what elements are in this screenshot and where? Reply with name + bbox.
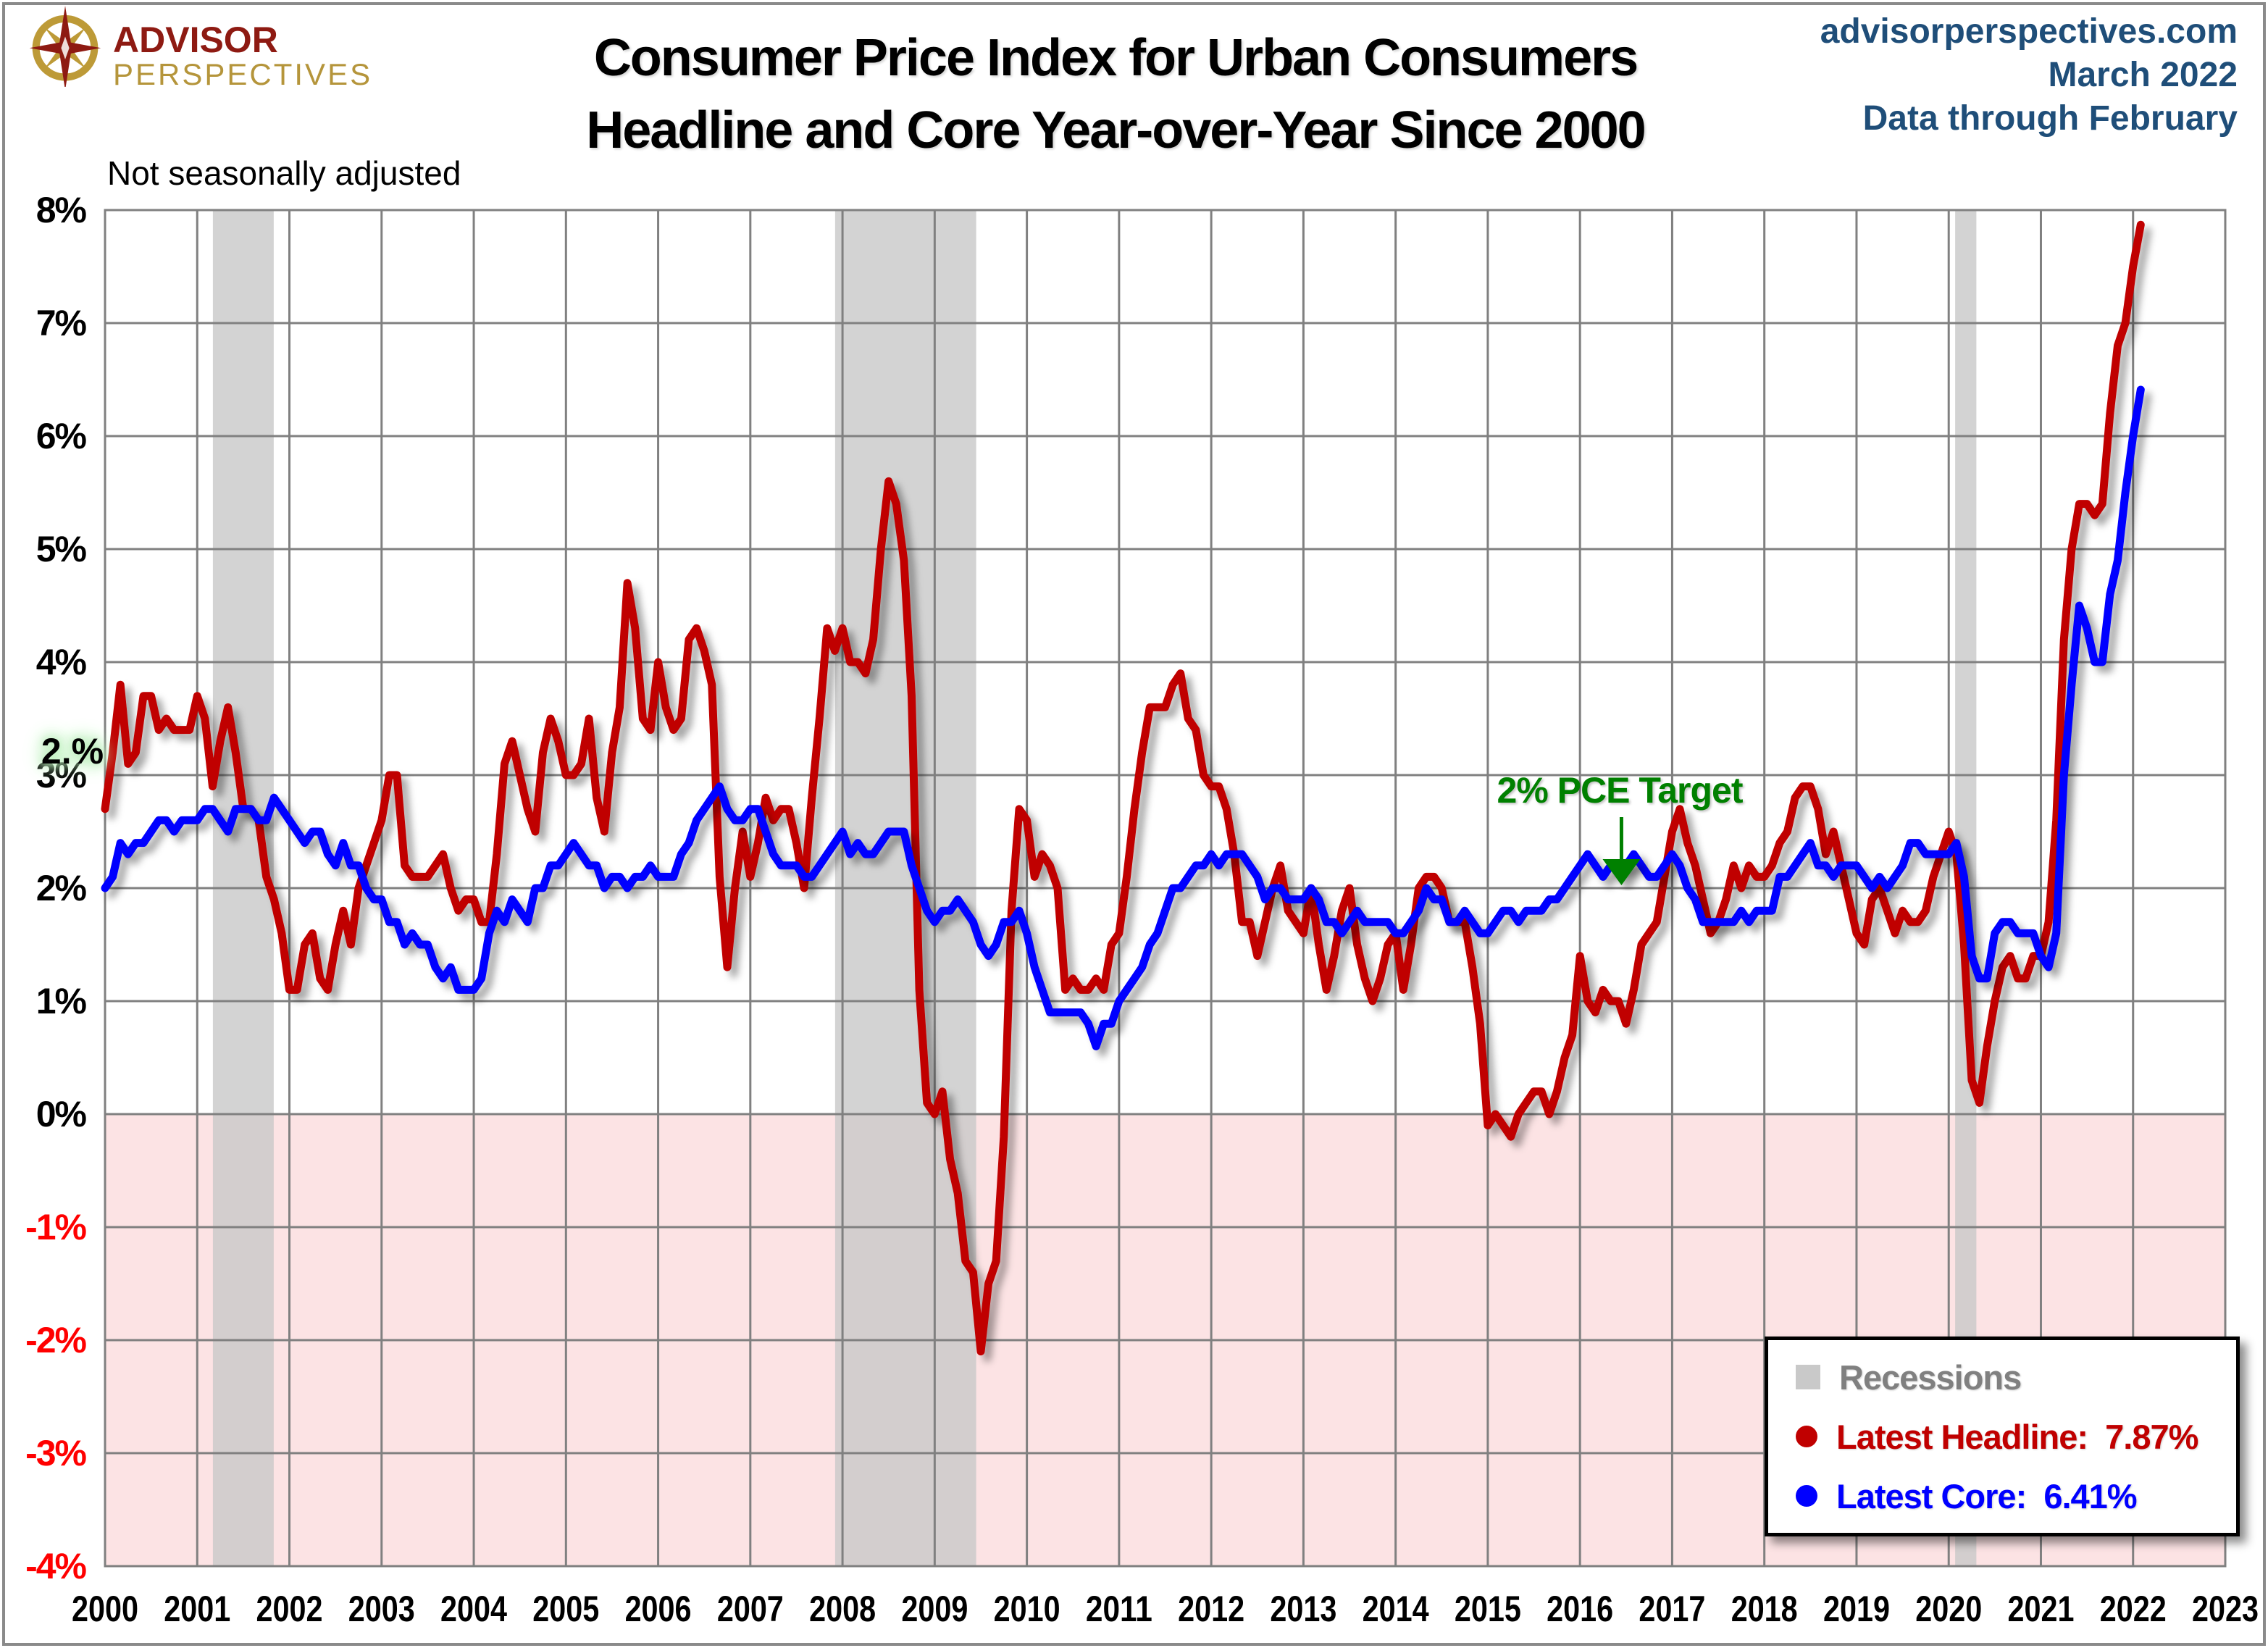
chart-title-line2: Headline and Core Year-over-Year Since 2… [586,101,1646,159]
legend-row-core: Latest Core: 6.41% [1796,1476,2236,1516]
y-tick-label: -2% [25,1320,86,1360]
pce-arrow-head-icon [1602,859,1641,885]
y-tick-label: 3% [36,755,87,795]
y-tick-label: 6% [36,416,87,456]
source-block: advisorperspectives.com March 2022 Data … [1820,10,2238,141]
x-tick-label: 2018 [1731,1589,1798,1629]
x-tick-label: 2008 [809,1589,876,1629]
compass-rose-icon [29,6,101,87]
source-site: advisorperspectives.com [1820,12,2238,51]
stray-green-highlight-label: 2.% [41,731,104,771]
y-tick-label: 7% [36,303,87,343]
y-tick-label: 4% [36,642,87,682]
x-tick-label: 2017 [1639,1589,1705,1629]
series-line-core [101,385,2145,1050]
x-tick-label: 2009 [901,1589,968,1629]
x-tick-label: 2020 [1915,1589,1982,1629]
chart-title: Consumer Price Index for Urban Consumers… [507,22,1724,167]
x-tick-label: 2001 [164,1589,230,1629]
headline-dot-icon [1796,1426,1817,1447]
legend-recessions-label: Recessions [1839,1358,2022,1397]
x-tick-label: 2022 [2100,1589,2167,1629]
legend-row-headline: Latest Headline: 7.87% [1796,1417,2236,1457]
y-tick-label: 0% [36,1094,87,1134]
y-tick-label: 1% [36,981,87,1021]
y-tick-label: -4% [25,1546,86,1586]
x-tick-label: 2016 [1547,1589,1613,1629]
x-tick-label: 2013 [1270,1589,1336,1629]
x-tick-label: 2021 [2007,1589,2074,1629]
x-tick-label: 2006 [625,1589,692,1629]
y-tick-label: 5% [36,529,87,569]
core-dot-icon [1796,1485,1817,1507]
x-tick-label: 2014 [1363,1589,1429,1629]
source-date: March 2022 [2048,56,2238,94]
y-tick-label: 2% [36,868,87,908]
x-tick-label: 2012 [1178,1589,1244,1629]
logo-wordmark-advisor: ADVISOR [113,20,278,60]
y-tick-label: -1% [25,1207,86,1247]
advisor-perspectives-logo: ADVISOR PERSPECTIVES [25,6,372,90]
legend-core-label: Latest Core: 6.41% [1836,1476,2138,1515]
chart-title-line1: Consumer Price Index for Urban Consumers [593,29,1639,87]
x-tick-label: 2004 [440,1589,507,1629]
x-tick-label: 2003 [348,1589,415,1629]
x-tick-label: 2010 [994,1589,1060,1629]
subtitle-not-seasonally-adjusted: Not seasonally adjusted [107,154,461,192]
x-tick-label: 2019 [1823,1589,1890,1629]
x-tick-label: 2000 [72,1589,138,1629]
source-through: Data through February [1862,99,2238,138]
x-tick-label: 2007 [717,1589,784,1629]
x-tick-label: 2015 [1455,1589,1521,1629]
logo-wordmark-perspectives: PERSPECTIVES [113,57,373,91]
y-tick-label: -3% [25,1433,86,1473]
pce-target-annotation: 2% PCE Target [1497,770,1744,811]
chart-legend: Recessions Latest Headline: 7.87% Latest… [1765,1337,2240,1536]
recession-swatch-icon [1796,1365,1820,1389]
x-tick-label: 2023 [2192,1589,2259,1629]
legend-headline-label: Latest Headline: 7.87% [1836,1417,2198,1456]
x-tick-label: 2005 [532,1589,599,1629]
legend-row-recessions: Recessions [1796,1358,2236,1397]
series-line-headline [101,220,2145,1356]
x-tick-label: 2002 [256,1589,323,1629]
y-tick-label: 8% [36,190,87,230]
x-tick-label: 2011 [1086,1589,1152,1629]
